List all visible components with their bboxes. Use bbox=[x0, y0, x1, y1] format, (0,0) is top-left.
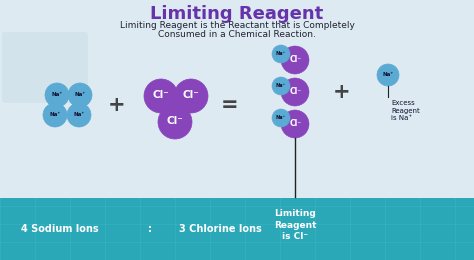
Circle shape bbox=[281, 46, 309, 74]
Circle shape bbox=[45, 83, 69, 107]
Circle shape bbox=[272, 109, 290, 127]
FancyBboxPatch shape bbox=[2, 32, 88, 103]
Text: Limiting Reagent is the Reactant that is Completely: Limiting Reagent is the Reactant that is… bbox=[119, 21, 355, 30]
Text: Consumed in a Chemical Reaction.: Consumed in a Chemical Reaction. bbox=[158, 30, 316, 39]
Circle shape bbox=[281, 78, 309, 106]
Text: Excess
Reagent
is Na⁺: Excess Reagent is Na⁺ bbox=[391, 100, 420, 121]
Text: Limiting Reagent: Limiting Reagent bbox=[150, 5, 324, 23]
Circle shape bbox=[144, 79, 178, 113]
Text: 3 Chlorine Ions: 3 Chlorine Ions bbox=[179, 224, 261, 234]
Text: Na⁺: Na⁺ bbox=[51, 92, 63, 97]
Circle shape bbox=[67, 103, 91, 127]
Text: Na⁺: Na⁺ bbox=[74, 92, 86, 97]
Circle shape bbox=[174, 79, 208, 113]
Text: Limiting
Reagent
is Cl⁻: Limiting Reagent is Cl⁻ bbox=[274, 209, 316, 240]
Text: Cl⁻: Cl⁻ bbox=[153, 90, 169, 101]
Text: Na⁺: Na⁺ bbox=[276, 83, 286, 88]
Circle shape bbox=[68, 83, 92, 107]
Text: :: : bbox=[148, 224, 152, 234]
Circle shape bbox=[158, 105, 192, 139]
Text: Na⁺: Na⁺ bbox=[276, 115, 286, 120]
Text: 4 Sodium Ions: 4 Sodium Ions bbox=[21, 224, 99, 234]
Text: Na⁺: Na⁺ bbox=[49, 112, 61, 117]
Bar bbox=[0, 198, 474, 260]
Circle shape bbox=[281, 110, 309, 138]
Text: =: = bbox=[221, 95, 239, 115]
Text: Cl⁻: Cl⁻ bbox=[290, 55, 302, 64]
Text: Na⁺: Na⁺ bbox=[73, 112, 85, 117]
Circle shape bbox=[272, 77, 290, 95]
Text: Cl⁻: Cl⁻ bbox=[167, 116, 183, 127]
Text: Cl⁻: Cl⁻ bbox=[182, 90, 200, 101]
Text: Na⁺: Na⁺ bbox=[383, 72, 393, 77]
Text: Na⁺: Na⁺ bbox=[276, 51, 286, 56]
Text: +: + bbox=[108, 95, 126, 115]
Circle shape bbox=[43, 103, 67, 127]
Circle shape bbox=[377, 64, 399, 86]
Circle shape bbox=[272, 45, 290, 63]
Text: Cl⁻: Cl⁻ bbox=[290, 119, 302, 128]
Text: +: + bbox=[333, 82, 351, 102]
Text: Cl⁻: Cl⁻ bbox=[290, 87, 302, 96]
